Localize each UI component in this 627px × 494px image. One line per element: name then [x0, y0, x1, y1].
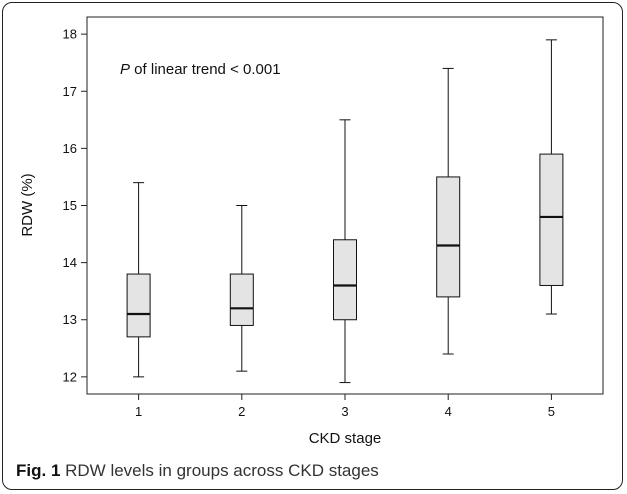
x-tick-label: 2 [238, 404, 245, 419]
y-tick-label: 17 [63, 84, 77, 99]
x-tick-label: 4 [445, 404, 452, 419]
iqr-box [126, 273, 151, 338]
box-stage-1 [126, 182, 151, 378]
y-tick-label: 18 [63, 27, 77, 42]
y-tick-label: 16 [63, 141, 77, 156]
caption-label: Fig. 1 [16, 461, 61, 480]
figure-caption: Fig. 1 RDW levels in groups across CKD s… [16, 461, 379, 481]
y-tick-label: 15 [63, 198, 77, 213]
box-stage-2 [229, 205, 254, 372]
annotation: P of linear trend < 0.001 [120, 61, 281, 78]
box-stage-4 [436, 67, 461, 355]
iqr-box [333, 239, 357, 321]
iqr-box [229, 273, 254, 326]
x-axis: 1 2 3 4 5 [135, 394, 555, 419]
box-stage-3 [333, 119, 357, 384]
annotation-italic: P [120, 61, 130, 78]
box-series [126, 39, 564, 384]
y-tick-label: 14 [63, 255, 77, 270]
y-tick-label: 13 [63, 312, 77, 327]
y-axis-label: RDW (%) [19, 173, 36, 236]
y-tick-label: 12 [63, 369, 77, 384]
x-tick-label: 3 [341, 404, 348, 419]
x-tick-label: 5 [548, 404, 555, 419]
y-axis: 12 13 14 15 16 17 18 [63, 27, 87, 384]
annotation-text: of linear trend < 0.001 [130, 61, 281, 78]
iqr-box [436, 176, 461, 298]
x-axis-label: CKD stage [309, 430, 382, 447]
x-tick-label: 1 [135, 404, 142, 419]
box-stage-5 [539, 39, 564, 315]
iqr-box [539, 153, 564, 286]
caption-text: RDW levels in groups across CKD stages [60, 461, 379, 480]
